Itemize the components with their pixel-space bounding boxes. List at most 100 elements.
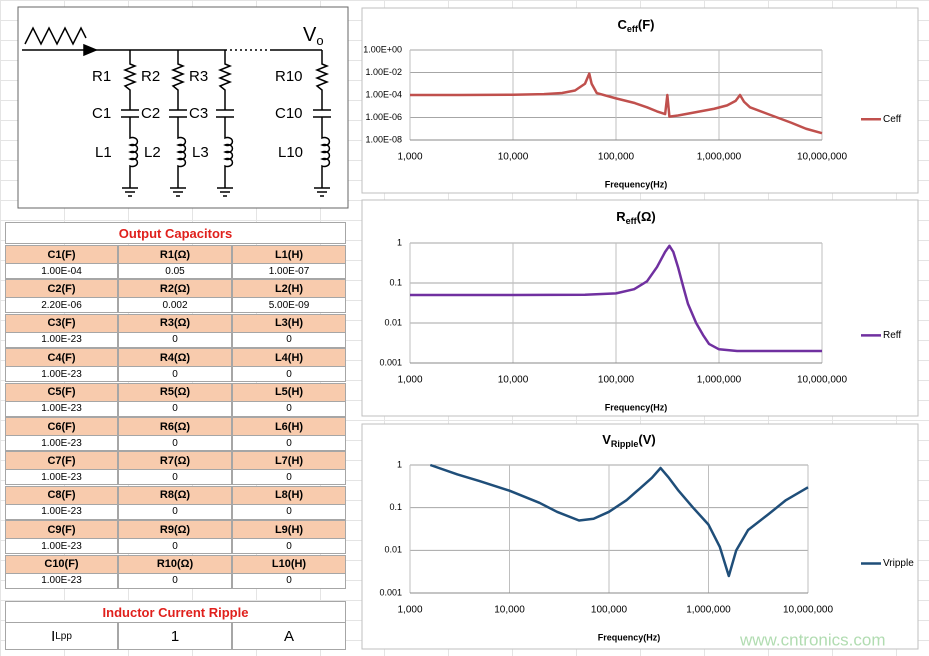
cell-value: 0 bbox=[232, 366, 346, 383]
x-tick-label: 1,000 bbox=[397, 375, 422, 386]
inductor-label: L2 bbox=[144, 144, 161, 161]
cell-value: 0 bbox=[232, 331, 346, 348]
legend-label: Vripple bbox=[883, 558, 914, 569]
y-tick-label: 1.00E-08 bbox=[365, 134, 402, 144]
x-tick-label: 100,000 bbox=[598, 375, 635, 386]
title-part: V bbox=[602, 432, 611, 447]
cell-value: 0 bbox=[232, 469, 346, 486]
x-tick-label: 10,000,000 bbox=[797, 375, 847, 386]
cell-value: 0 bbox=[118, 331, 232, 348]
legend-label: Ceff bbox=[883, 114, 901, 125]
y-tick-label: 0.01 bbox=[384, 317, 402, 327]
capacitor-label: C1 bbox=[92, 105, 111, 122]
inductor bbox=[223, 117, 234, 188]
title-part: eff bbox=[627, 24, 639, 34]
x-tick-label: 1,000,000 bbox=[697, 375, 742, 386]
chart-title: Reff(Ω) bbox=[616, 209, 655, 226]
circuit bbox=[17, 6, 349, 209]
ripple-symbol: I bbox=[51, 627, 56, 645]
column-header: L4(H) bbox=[232, 348, 346, 368]
inductor-label: L10 bbox=[278, 144, 303, 161]
output-sub: o bbox=[316, 33, 323, 48]
cell-value: 0 bbox=[232, 435, 346, 451]
title-part: (F) bbox=[638, 17, 655, 32]
x-axis-label: Frequency(Hz) bbox=[605, 402, 668, 412]
x-tick-label: 100,000 bbox=[598, 152, 635, 163]
chart-title: VRipple(V) bbox=[602, 432, 656, 449]
cell-value: 1.00E-04 bbox=[5, 263, 118, 279]
title-part: C bbox=[618, 17, 628, 32]
y-tick-label: 1.00E+00 bbox=[363, 44, 402, 54]
title-part: Ripple bbox=[611, 439, 639, 449]
cell-value: 0 bbox=[118, 538, 232, 555]
series-line bbox=[410, 72, 823, 135]
x-tick-label: 10,000 bbox=[498, 375, 529, 386]
capacitor-label: C2 bbox=[141, 105, 160, 122]
ripple-title: Inductor Current Ripple bbox=[5, 601, 346, 623]
y-tick-label: 1.00E-06 bbox=[365, 112, 402, 122]
ripple-subscript: Lpp bbox=[55, 630, 72, 642]
chart-panel bbox=[361, 199, 919, 417]
cell-value: 0.002 bbox=[118, 297, 232, 314]
series-line bbox=[410, 244, 822, 353]
output-v: V bbox=[303, 24, 317, 46]
cell-value: 0 bbox=[232, 572, 346, 589]
legend-label: Reff bbox=[883, 330, 901, 341]
cell-value: 0 bbox=[118, 435, 232, 451]
cell-value: 1.00E-23 bbox=[5, 503, 118, 520]
ripple-value: 1 bbox=[118, 622, 232, 650]
y-tick-label: 1 bbox=[397, 459, 402, 469]
x-tick-label: 1,000,000 bbox=[686, 605, 731, 616]
title-part: R bbox=[616, 209, 626, 224]
capacitor-label: C10 bbox=[275, 105, 303, 122]
cell-value: 1.00E-23 bbox=[5, 400, 118, 417]
column-header: R6(Ω) bbox=[118, 417, 232, 436]
cell-value: 0 bbox=[118, 503, 232, 520]
cell-value: 1.00E-23 bbox=[5, 572, 118, 589]
resistor bbox=[314, 50, 330, 110]
ripple-label: I Lpp bbox=[5, 622, 118, 650]
x-tick-label: 100,000 bbox=[591, 605, 628, 616]
chart-title: Ceff(F) bbox=[618, 17, 655, 34]
column-header: R2(Ω) bbox=[118, 279, 232, 299]
output-label: Vo bbox=[303, 24, 324, 48]
column-header: C7(F) bbox=[5, 451, 118, 471]
ripple-unit: A bbox=[232, 622, 346, 650]
y-tick-label: 0.1 bbox=[389, 277, 402, 287]
chart-panel bbox=[361, 7, 919, 194]
inductor-label: L1 bbox=[95, 144, 112, 161]
x-tick-label: 1,000 bbox=[397, 605, 422, 616]
title-part: (V) bbox=[638, 432, 655, 447]
resistor bbox=[122, 50, 138, 110]
y-tick-label: 0.1 bbox=[389, 502, 402, 512]
column-header: R5(Ω) bbox=[118, 382, 232, 402]
cell-value: 0.05 bbox=[118, 263, 232, 279]
table-title: Output Capacitors bbox=[5, 222, 346, 244]
y-tick-label: 0.001 bbox=[379, 587, 402, 597]
y-tick-label: 0.001 bbox=[379, 357, 402, 367]
watermark: www.cntronics.com bbox=[739, 630, 885, 649]
chart-panel bbox=[361, 423, 919, 650]
cell-value: 0 bbox=[118, 572, 232, 589]
resistor-label: R10 bbox=[275, 68, 303, 85]
cell-value: 0 bbox=[118, 366, 232, 383]
column-header: R1(Ω) bbox=[118, 245, 232, 264]
x-tick-label: 10,000,000 bbox=[797, 152, 847, 163]
x-tick-label: 1,000,000 bbox=[697, 152, 742, 163]
resistor-label: R1 bbox=[92, 68, 111, 85]
x-axis-label: Frequency(Hz) bbox=[598, 632, 661, 642]
resistor bbox=[170, 50, 186, 110]
y-tick-label: 1.00E-02 bbox=[365, 67, 402, 77]
cell-value: 1.00E-23 bbox=[5, 538, 118, 555]
y-tick-label: 0.01 bbox=[384, 545, 402, 555]
inductor bbox=[176, 117, 187, 188]
column-header: C6(F) bbox=[5, 417, 118, 436]
inductor-label: L3 bbox=[192, 144, 209, 161]
column-header: L2(H) bbox=[232, 279, 346, 299]
x-tick-label: 10,000,000 bbox=[783, 605, 833, 616]
resistor-label: R2 bbox=[141, 68, 160, 85]
cell-value: 2.20E-06 bbox=[5, 297, 118, 314]
inductor bbox=[320, 117, 331, 188]
